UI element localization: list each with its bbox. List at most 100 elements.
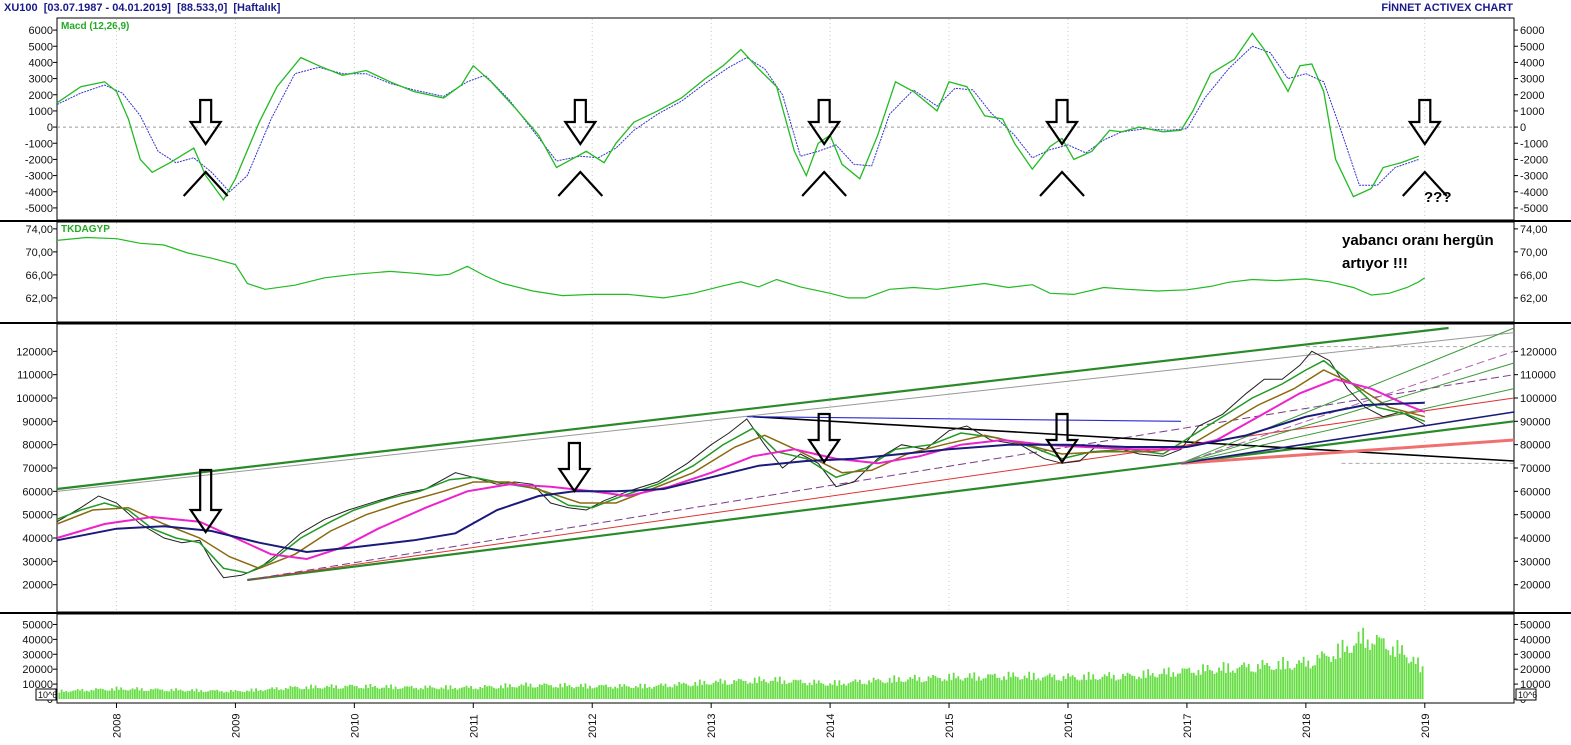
channel-lower-line [247, 420, 1515, 582]
volume-bar [1263, 665, 1266, 699]
volume-bar [843, 683, 845, 699]
volume-bar [586, 688, 589, 699]
volume-bar [945, 680, 948, 699]
volume-bar [1101, 676, 1104, 699]
down-arrow-icon [1044, 412, 1080, 464]
volume-bar [664, 683, 667, 699]
volume-bar [1192, 672, 1195, 699]
volume-bar [616, 688, 619, 699]
volume-bar [749, 682, 752, 699]
volume-bar [1323, 653, 1326, 699]
y-tick-label-left: 6000 [29, 25, 53, 37]
volume-bar [266, 689, 269, 699]
volume-bar [120, 687, 123, 699]
volume-bar [1382, 638, 1385, 699]
x-tick-label: 2011 [468, 714, 480, 738]
volume-bar [447, 689, 450, 699]
volume-bar [172, 691, 175, 699]
question-marks: ??? [1424, 189, 1452, 206]
volume-bar [1407, 663, 1410, 699]
volume-bar [817, 680, 820, 699]
volume-bar [987, 674, 989, 699]
volume-bar [1174, 676, 1177, 699]
volume-bar [1261, 659, 1264, 699]
volume-bar [1188, 667, 1191, 699]
channel-grey-line [56, 332, 1515, 492]
y-tick-label-left: 70,00 [25, 247, 53, 259]
volume-bar [547, 685, 550, 699]
volume-bar [742, 680, 745, 699]
volume-bar [991, 674, 994, 699]
volume-bar [259, 689, 262, 699]
volume-bar [314, 685, 317, 699]
volume-bar [399, 688, 402, 699]
volume-bar [1156, 677, 1159, 699]
volume-bar [1405, 657, 1408, 699]
volume-bar [1176, 673, 1179, 699]
volume-bar [300, 689, 303, 699]
volume-bar [1062, 675, 1065, 699]
volume-bar [769, 680, 772, 699]
volume-bar [104, 690, 107, 699]
volume-bar [515, 687, 518, 699]
volume-bar [1195, 675, 1198, 699]
y-tick-label-left: -1000 [25, 138, 53, 150]
volume-bar [701, 684, 704, 699]
caret-up-icon [182, 170, 229, 197]
volume-bar [108, 690, 111, 699]
volume-bar [1252, 671, 1255, 699]
fan-line [1180, 327, 1515, 464]
volume-bar [740, 679, 742, 699]
volume-bar [417, 689, 420, 699]
volume-bar [252, 691, 255, 699]
y-tick-label-right: 60000 [1520, 486, 1551, 498]
volume-bar [1023, 675, 1026, 699]
volume-bar [1254, 672, 1257, 699]
volume-bar [291, 687, 294, 699]
volume-bar [735, 681, 738, 699]
volume-bar [243, 692, 246, 699]
x-tick-label: 2015 [944, 714, 956, 738]
volume-bar [625, 686, 628, 699]
x-tick-label: 2013 [706, 714, 718, 738]
volume-bar [1144, 677, 1147, 699]
volume-bar [943, 679, 946, 699]
volume-bar [1362, 627, 1365, 699]
volume-bar [1339, 657, 1342, 699]
volume-bar [497, 688, 500, 699]
x-tick-label: 2017 [1182, 714, 1194, 738]
volume-bar [1284, 669, 1287, 699]
volume-bar [1353, 645, 1355, 699]
volume-bar [632, 688, 635, 699]
volume-bar [708, 684, 710, 699]
volume-bar [760, 681, 763, 699]
y-tick-label-right: 20000 [1520, 664, 1551, 676]
volume-bar [376, 687, 379, 699]
volume-bar [961, 680, 964, 699]
volume-bar [1380, 638, 1383, 699]
volume-bar [147, 690, 150, 699]
volume-bar [113, 690, 116, 699]
volume-bar [781, 683, 784, 699]
volume-bar [1375, 634, 1378, 699]
volume-bar [422, 689, 424, 699]
volume-bar [1064, 678, 1067, 699]
macd-title: Macd (12,26,9) [61, 21, 129, 32]
volume-bar [591, 688, 594, 699]
volume-bar [1275, 668, 1278, 699]
y-tick-label-left: 5000 [29, 41, 53, 53]
volume-bar [438, 689, 440, 699]
volume-bar [541, 685, 543, 699]
volume-bar [895, 681, 898, 699]
volume-bar [538, 684, 541, 699]
volume-bar [1307, 660, 1310, 699]
volume-bar [294, 686, 296, 699]
volume-bar [435, 688, 438, 699]
volume-bar [1220, 670, 1223, 699]
caret-up-icon [801, 170, 847, 197]
volume-bar [442, 688, 445, 699]
volume-bar [1167, 667, 1170, 699]
volume-bar [568, 685, 571, 699]
volume-bar [758, 676, 761, 699]
